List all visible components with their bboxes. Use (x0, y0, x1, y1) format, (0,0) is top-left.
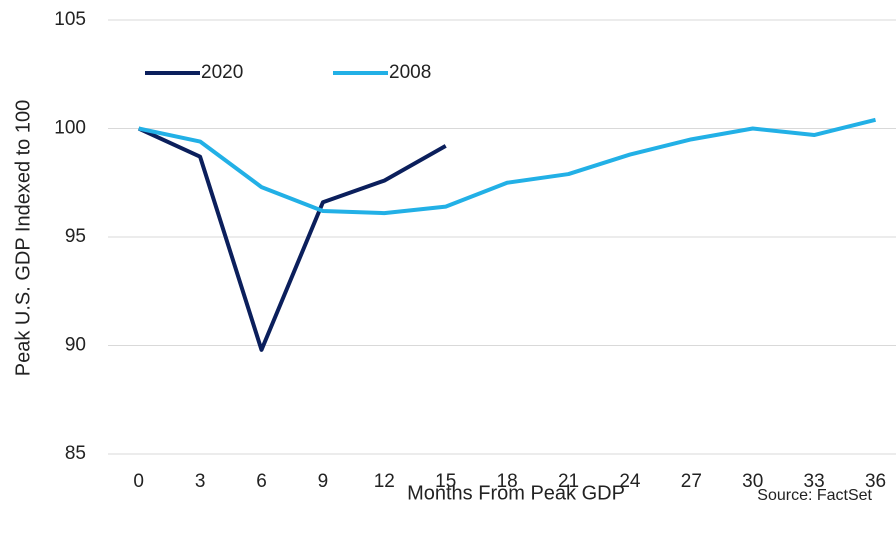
legend-label: 2008 (389, 62, 431, 83)
legend-label: 2020 (201, 62, 243, 83)
x-tick-label: 0 (133, 471, 144, 492)
line-0 (137, 126, 447, 352)
x-tick-label: 9 (318, 471, 329, 492)
x-tick-label: 6 (256, 471, 267, 492)
x-tick-label: 27 (681, 471, 702, 492)
y-tick-label: 105 (54, 9, 86, 30)
x-tick-label: 24 (619, 471, 641, 492)
y-tick-label: 85 (65, 443, 86, 464)
y-tick-label: 95 (65, 226, 86, 247)
x-tick-label: 33 (804, 471, 825, 492)
x-axis-label: Months From Peak GDP (407, 482, 625, 504)
y-tick-label: 100 (54, 118, 86, 139)
x-tick-label: 15 (435, 471, 456, 492)
y-tick-label: 90 (65, 335, 86, 356)
line-1 (138, 117, 877, 216)
x-tick-label: 30 (742, 471, 763, 492)
x-tick-label: 12 (374, 471, 395, 492)
x-tick-label: 21 (558, 471, 579, 492)
x-tick-label: 18 (497, 471, 518, 492)
x-tick-label: 36 (865, 471, 886, 492)
y-axis-label: Peak U.S. GDP Indexed to 100 (12, 100, 34, 376)
source-note: Source: FactSet (757, 487, 872, 504)
x-tick-label: 3 (195, 471, 206, 492)
